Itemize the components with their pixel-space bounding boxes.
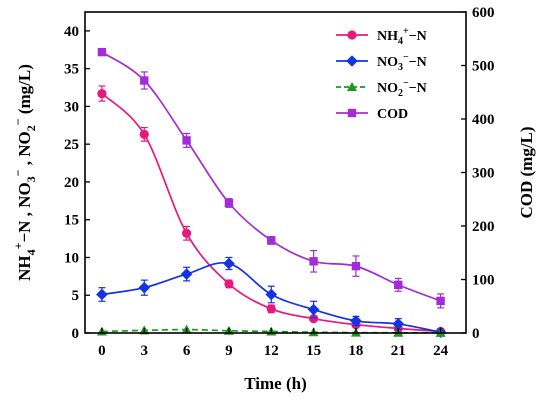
left-tick-label: 35 [64, 62, 79, 78]
left-tick-label: 15 [64, 213, 79, 229]
x-tick-label: 0 [98, 343, 106, 359]
left-tick-label: 10 [64, 250, 79, 266]
right-tick-label: 600 [472, 5, 495, 21]
data-point-cod [182, 136, 191, 145]
legend-label-tail: −N [409, 29, 427, 44]
legend-label-sup: + [403, 26, 409, 37]
data-point-cod [140, 76, 149, 85]
left-title-part: (mg/L) [15, 64, 34, 118]
data-point-cod [394, 280, 403, 290]
legend-label-tail: −N [409, 55, 427, 70]
data-point-nh4 [182, 228, 192, 238]
left-title-sub: 3 [24, 176, 38, 182]
x-tick-label: 9 [225, 343, 233, 359]
left-title-sub: 4 [24, 249, 38, 255]
x-axis-title: Time (h) [244, 374, 307, 393]
right-axis-ticks: 0 100 200 300 400 500 600 [461, 5, 495, 342]
x-tick-label: 18 [348, 343, 363, 359]
left-tick-label: 30 [64, 99, 79, 115]
data-point-cod [309, 257, 318, 266]
legend-label-no3: NO3−−N [377, 52, 427, 73]
left-title-part: NH [15, 255, 34, 281]
data-point-no3 [350, 315, 362, 327]
left-title-part: −N , NO [15, 182, 34, 242]
left-axis-title: NH4+−N , NO3− , NO2− (mg/L) [11, 64, 38, 281]
left-tick-label: 0 [72, 326, 80, 342]
data-point-nh4 [139, 129, 149, 139]
legend-label-cod: COD [377, 107, 408, 122]
data-point-nh4 [309, 314, 319, 324]
left-tick-label: 20 [64, 175, 79, 191]
legend-label-sub: 3 [398, 62, 403, 73]
data-point-cod [224, 198, 234, 208]
left-title-sup: + [11, 242, 25, 249]
data-point-cod [97, 47, 107, 57]
data-point-cod [351, 261, 361, 271]
legend-label-no2: NO2−−N [377, 78, 427, 99]
legend-label-sup: − [403, 78, 409, 89]
legend-item-nh4: NH4+−N [336, 26, 427, 47]
data-point-no3 [223, 257, 235, 270]
left-title-sup: − [11, 169, 25, 176]
right-axis-title: COD (mg/L) [517, 126, 536, 218]
left-tick-label: 5 [72, 288, 80, 304]
legend-marker-cod [347, 108, 357, 118]
legend-label-main: COD [377, 107, 408, 122]
right-tick-label: 400 [472, 112, 495, 128]
left-title-part: , NO [15, 131, 34, 169]
data-point-cod [436, 296, 445, 306]
series-nh4 [97, 85, 446, 337]
series-cod [97, 47, 445, 309]
right-tick-label: 0 [472, 326, 480, 342]
series-no3 [96, 256, 447, 339]
x-tick-label: 24 [433, 343, 449, 359]
data-point-no3 [138, 281, 151, 294]
legend-label-tail: −N [409, 81, 427, 96]
x-tick-label: 15 [306, 343, 321, 359]
legend-label-sup: − [403, 52, 409, 63]
x-tick-label: 3 [141, 343, 149, 359]
data-point-cod [267, 236, 276, 245]
left-tick-label: 40 [64, 24, 79, 40]
x-axis-ticks: 0 3 6 9 12 15 18 21 24 [98, 328, 449, 359]
right-tick-label: 300 [472, 166, 495, 182]
legend-label-sub: 2 [398, 88, 403, 99]
series-line-nh4 [101, 92, 441, 333]
legend-marker-no2 [347, 82, 357, 91]
left-title-sup: − [11, 118, 25, 125]
legend-label-main: NO [377, 81, 398, 96]
legend-marker-nh4 [347, 30, 357, 40]
data-point-nh4 [224, 279, 234, 289]
left-title-sub: 2 [24, 125, 38, 131]
data-point-no3 [180, 268, 193, 280]
x-tick-label: 12 [264, 343, 279, 359]
left-axis-ticks: 0 5 10 15 20 25 30 35 40 [64, 24, 90, 342]
data-point-no3 [96, 288, 108, 301]
data-point-nh4 [97, 88, 107, 99]
data-point-no3 [392, 318, 405, 330]
legend-item-cod: COD [336, 107, 408, 122]
data-point-nh4 [266, 304, 276, 314]
x-tick-label: 6 [183, 343, 191, 359]
legend-label-sub: 4 [398, 36, 403, 47]
legend-item-no3: NO3−−N [336, 52, 427, 73]
right-tick-label: 100 [472, 273, 495, 289]
data-point-no3 [265, 288, 278, 301]
legend-marker-no3 [346, 55, 358, 67]
data-point-no3 [307, 303, 320, 316]
right-tick-label: 500 [472, 59, 495, 75]
legend-label-main: NH [377, 29, 398, 44]
x-tick-label: 21 [391, 343, 406, 359]
legend-label-main: NO [377, 55, 398, 70]
left-tick-label: 25 [64, 137, 79, 153]
legend-item-no2: NO2−−N [336, 78, 427, 99]
legend-label-nh4: NH4+−N [377, 26, 427, 47]
right-tick-label: 200 [472, 219, 495, 235]
